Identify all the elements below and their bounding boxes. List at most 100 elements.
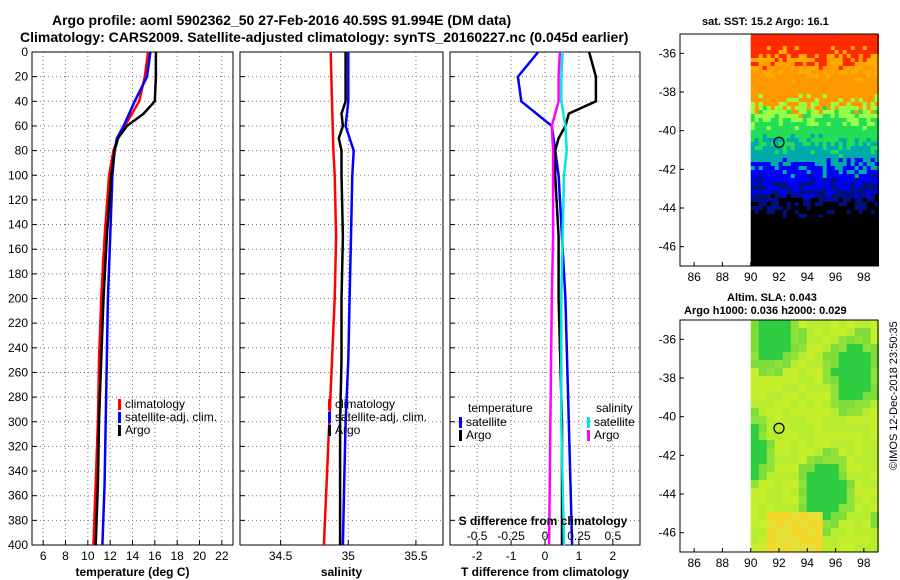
map-cell [818,186,824,191]
map-cell [842,230,848,235]
map-cell [814,186,820,191]
map-cell [838,122,844,127]
map-cell [858,118,864,123]
map-cell [762,182,768,187]
map-cell [806,186,812,191]
y-tick-label: -46 [659,240,677,254]
map-cell [810,130,816,135]
map-cell [854,50,860,55]
map-cell [834,138,840,143]
map-cell [830,424,840,433]
map-cell [842,34,848,39]
map-cell [818,74,824,79]
map-cell [754,98,760,103]
map-cell [790,226,796,231]
map-cell [806,432,816,441]
map-cell [814,360,824,369]
map-cell [822,368,832,377]
map-cell [774,54,780,59]
map-cell [858,114,864,119]
map-cell [850,166,856,171]
map-cell [750,344,760,353]
map-cell [838,400,848,409]
map-cell [802,118,808,123]
x-axis-label: salinity [321,565,363,579]
map-cell [754,210,760,215]
map-cell [790,258,796,263]
map-cell [782,376,792,385]
y-tick-label: -36 [659,46,677,60]
map-cell [818,158,824,163]
map-cell [818,198,824,203]
map-cell [862,146,868,151]
map-cell [818,202,824,207]
x-tick-label: 16 [148,549,162,563]
map-cell [830,456,840,465]
map-cell [790,150,796,155]
map-cell [770,146,776,151]
y-tick-label: -42 [659,162,677,176]
map-cell [850,114,856,119]
map-cell [814,328,824,337]
map-cell [854,376,864,385]
map-cell [862,320,872,329]
map-cell [802,50,808,55]
map-cell [806,320,816,329]
map-cell [798,38,804,43]
series-line-argo [337,52,347,545]
map-cell [834,70,840,75]
map-cell [766,198,772,203]
y-tick-label: 40 [15,94,29,108]
map-cell [826,98,832,103]
map-cell [858,102,864,107]
map-cell [874,154,880,159]
map-cell [862,218,868,223]
map-cell [794,230,800,235]
map-cell [806,254,812,259]
map-cell [790,520,800,529]
map-cell [802,114,808,119]
map-cell [794,242,800,247]
map-cell [874,146,880,151]
map-cell [782,78,788,83]
map-cell [750,142,756,147]
map-cell [838,154,844,159]
map-cell [842,50,848,55]
map-cell [782,218,788,223]
map-cell [774,38,780,43]
argo-position-marker [773,422,785,434]
map-cell [858,246,864,251]
map-cell [842,250,848,255]
map-cell [830,170,836,175]
map-cell [854,78,860,83]
map-cell [834,254,840,259]
map-cell [798,130,804,135]
x-tick-label: 94 [801,556,815,570]
map-cell [774,222,780,227]
map-cell [822,408,832,417]
map-cell [774,182,780,187]
map-cell [810,146,816,151]
map-cell [766,328,776,337]
map-cell [846,158,852,163]
map-cell [770,78,776,83]
map-cell [790,432,800,441]
map-cell [790,190,796,195]
map-cell [766,210,772,215]
series-line-argo [94,52,158,546]
map-cell [774,150,780,155]
map-cell [862,250,868,255]
map-cell [758,162,764,167]
map-cell [874,258,880,263]
map-cell [810,206,816,211]
map-cell [850,158,856,163]
map-cell [834,158,840,163]
map-cell [766,98,772,103]
map-cell [874,158,880,163]
map-cell [770,106,776,111]
map-cell [838,254,844,259]
map-cell [850,194,856,199]
map-cell [822,344,832,353]
map-cell [834,218,840,223]
map-cell [870,352,880,361]
